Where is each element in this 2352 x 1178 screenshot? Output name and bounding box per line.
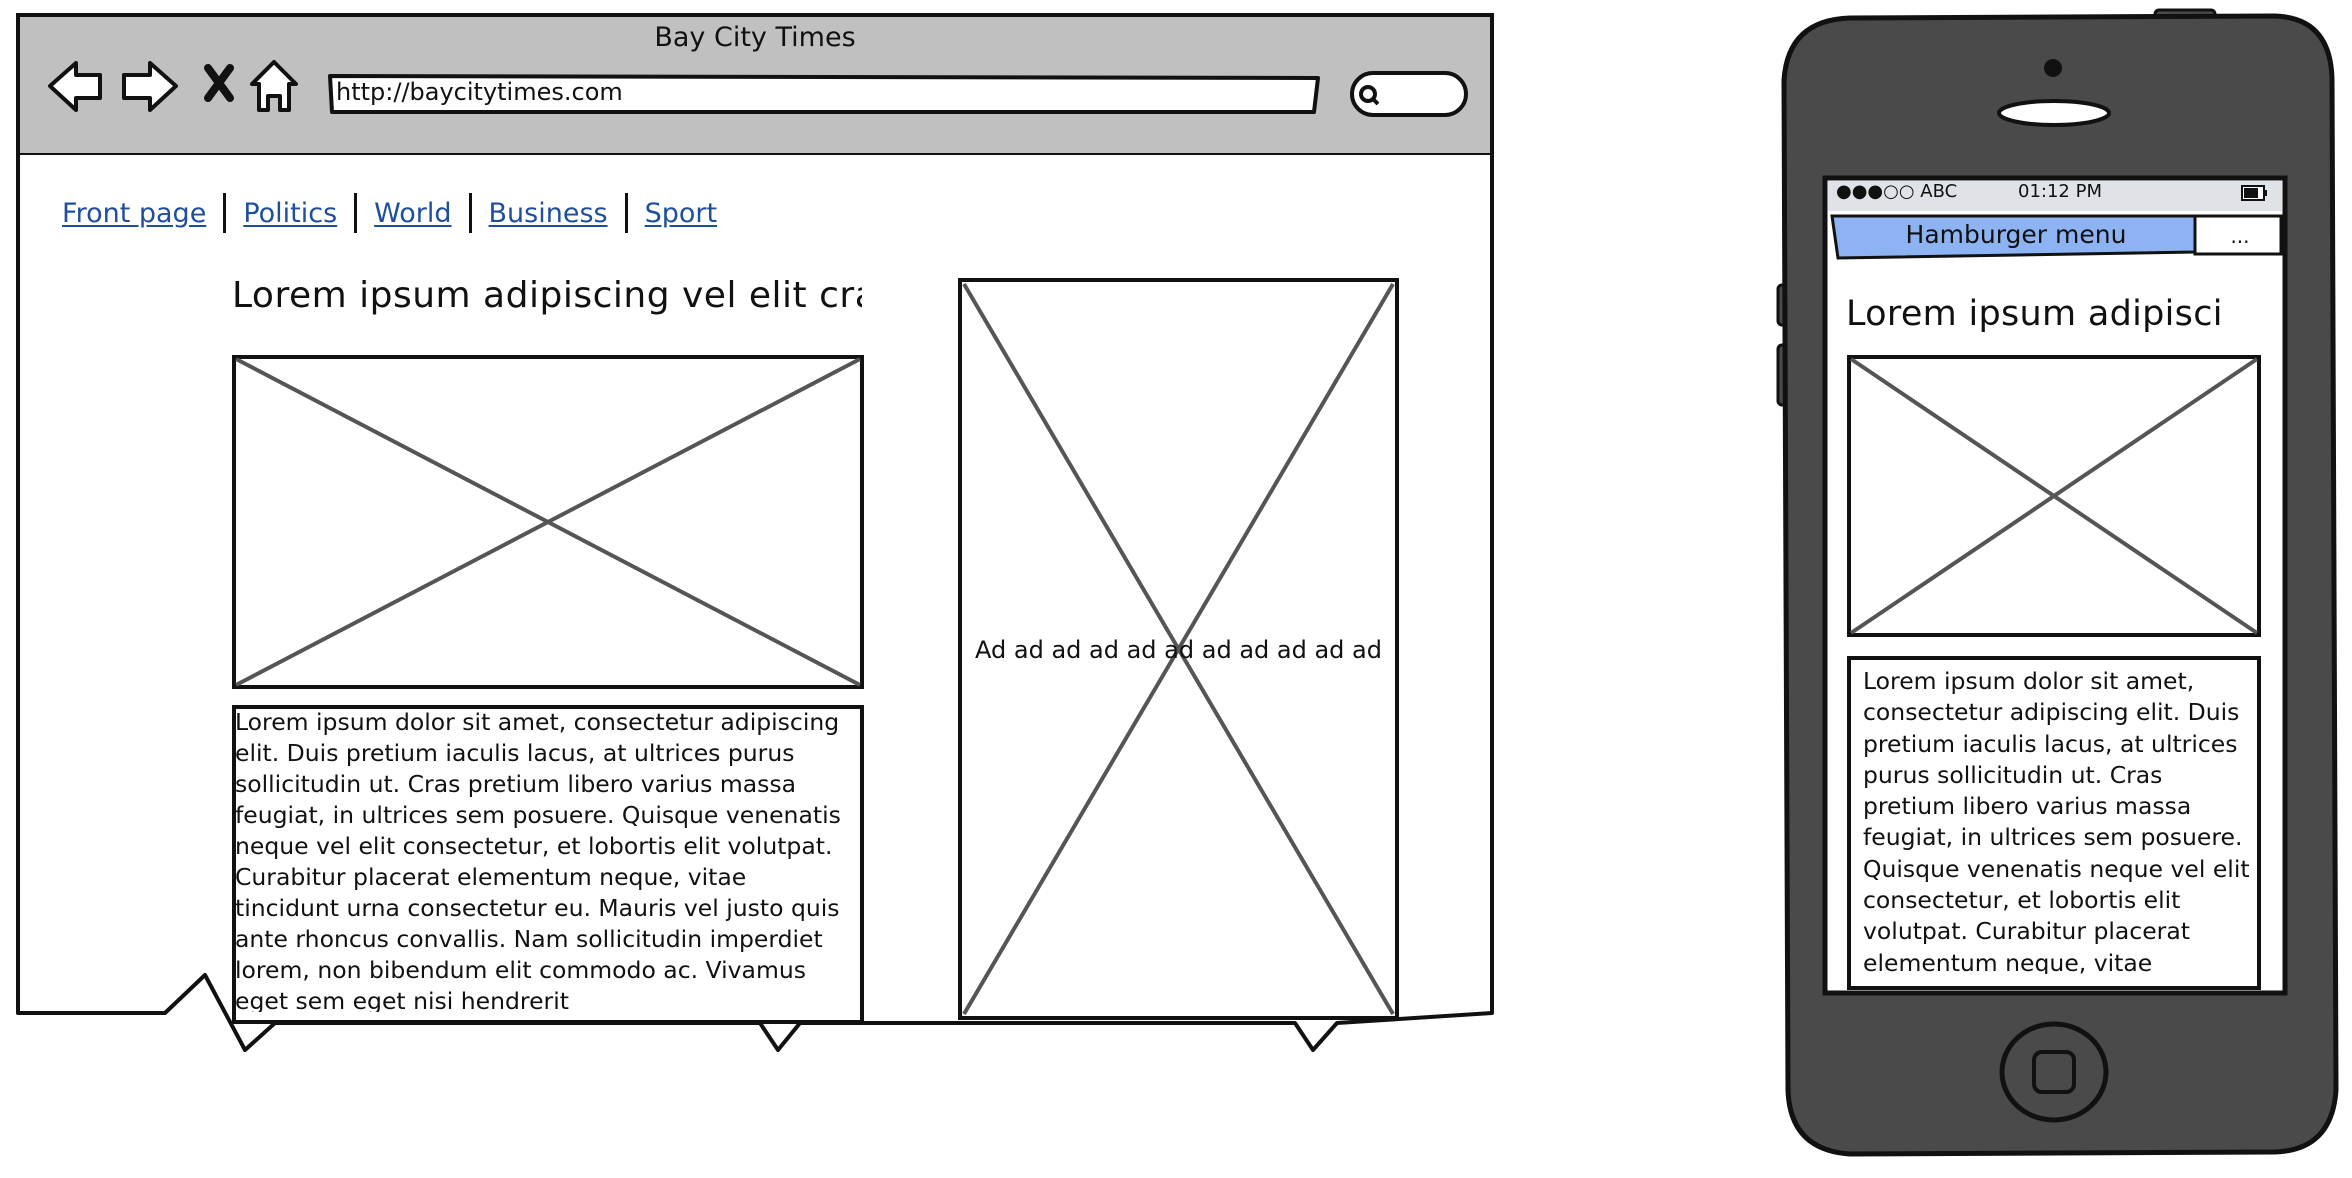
nav-link-politics[interactable]: Politics xyxy=(243,197,338,229)
article-headline: Lorem ipsum adipiscing vel elit cra xyxy=(232,275,862,316)
status-bar xyxy=(1828,181,2282,211)
nav-link-sport[interactable]: Sport xyxy=(644,197,718,229)
phone-device xyxy=(1776,8,2339,1157)
signal-icon: ●●●○○ ABC xyxy=(1836,181,1958,202)
nav-separator xyxy=(223,193,227,233)
status-time: 01:12 PM xyxy=(2018,181,2102,202)
stop-icon[interactable] xyxy=(204,64,234,102)
back-arrow-icon[interactable] xyxy=(48,61,102,112)
main-nav: Front page Politics World Business Sport xyxy=(62,193,717,233)
nav-separator xyxy=(354,193,358,233)
battery-icon xyxy=(2241,185,2267,201)
nav-link-business[interactable]: Business xyxy=(488,197,608,229)
article-text-box xyxy=(232,705,864,1024)
mobile-article-box xyxy=(1847,656,2261,990)
home-button-icon[interactable] xyxy=(1999,1021,2109,1123)
search-icon xyxy=(1359,85,1380,106)
hamburger-menu-label[interactable]: Hamburger menu xyxy=(1905,220,2127,249)
menu-more-label[interactable]: ... xyxy=(2230,224,2250,248)
speaker-icon xyxy=(1997,99,2111,127)
menu-more-button[interactable] xyxy=(2193,214,2283,256)
browser-window xyxy=(16,13,1494,1052)
ad-text: Ad ad ad ad ad ad ad ad ad ad ad xyxy=(975,636,1382,664)
mobile-article-body: Lorem ipsum dolor sit amet, consectetur … xyxy=(1863,667,2250,974)
browser-window-title: Bay City Times xyxy=(654,22,856,53)
search-field[interactable] xyxy=(1350,71,1468,117)
camera-icon xyxy=(2044,59,2062,77)
nav-separator xyxy=(624,193,628,233)
forward-arrow-icon[interactable] xyxy=(122,61,178,112)
nav-link-world[interactable]: World xyxy=(374,197,452,229)
nav-link-front-page[interactable]: Front page xyxy=(62,197,207,229)
ad-placeholder xyxy=(958,278,1399,1020)
article-body: Lorem ipsum dolor sit amet, consectetur … xyxy=(235,708,841,1012)
url-text[interactable]: http://baycitytimes.com xyxy=(336,78,623,106)
hero-image-placeholder xyxy=(232,355,864,689)
mobile-headline: Lorem ipsum adipisci xyxy=(1846,294,2223,334)
mobile-image-placeholder xyxy=(1847,355,2261,637)
url-bar[interactable] xyxy=(328,74,1320,114)
nav-separator xyxy=(468,193,472,233)
home-icon[interactable] xyxy=(250,60,298,112)
